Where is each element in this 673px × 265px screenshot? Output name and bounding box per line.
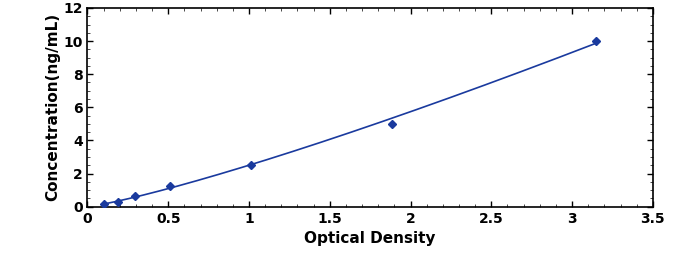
Y-axis label: Concentration(ng/mL): Concentration(ng/mL) [45,13,61,201]
X-axis label: Optical Density: Optical Density [304,231,436,246]
